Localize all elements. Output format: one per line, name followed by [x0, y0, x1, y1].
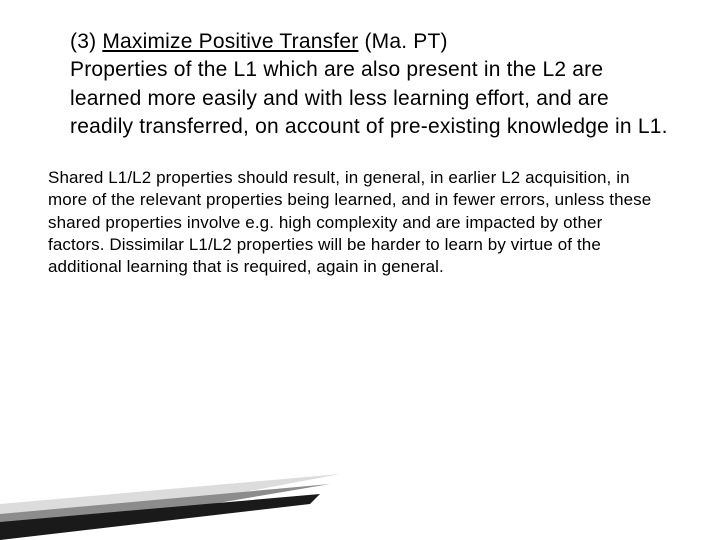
item-number: (3) [70, 30, 102, 53]
decorative-wedge-icon [0, 450, 400, 540]
item-abbrev: (Ma. PT) [358, 30, 447, 53]
slide: (3) Maximize Positive Transfer (Ma. PT) … [0, 0, 720, 540]
main-paragraph: (3) Maximize Positive Transfer (Ma. PT) … [70, 28, 670, 141]
item-title: Maximize Positive Transfer [102, 30, 358, 53]
main-body: Properties of the L1 which are also pres… [70, 58, 668, 138]
sub-paragraph: Shared L1/L2 properties should result, i… [48, 167, 660, 277]
wedge-layer-dark [0, 494, 320, 540]
wedge-layer-mid [0, 484, 330, 540]
sub-body: Shared L1/L2 properties should result, i… [48, 168, 651, 275]
wedge-layer-light [0, 474, 340, 538]
